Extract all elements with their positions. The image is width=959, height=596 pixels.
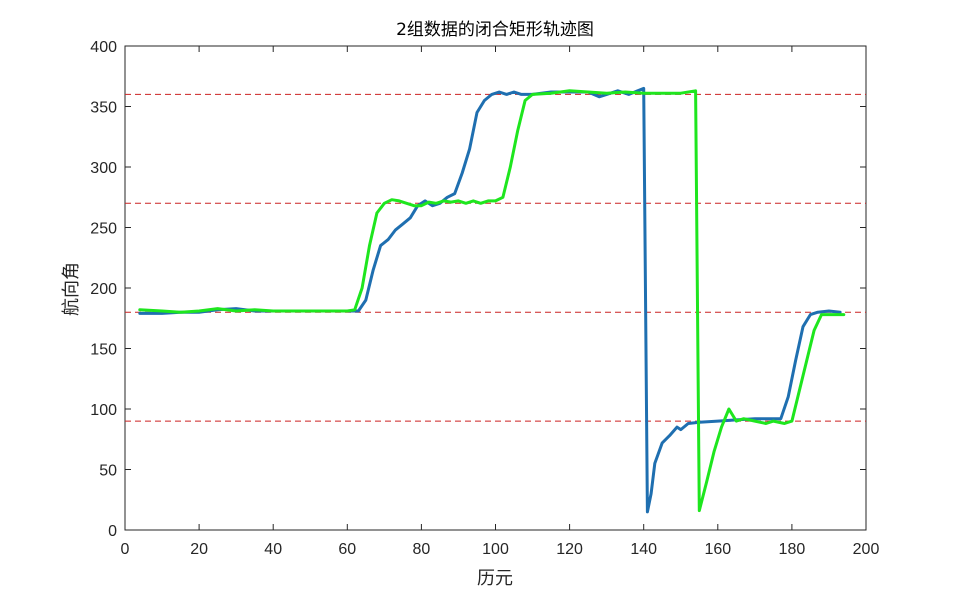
x-tick-label: 80: [413, 541, 431, 558]
x-tick-label: 20: [190, 541, 208, 558]
x-tick-label: 120: [556, 541, 583, 558]
x-tick-label: 100: [482, 541, 509, 558]
y-tick-label: 50: [99, 463, 117, 480]
x-tick-label: 140: [630, 541, 657, 558]
y-tick-label: 150: [90, 342, 117, 359]
x-tick-label: 160: [704, 541, 731, 558]
x-tick-label: 40: [264, 541, 282, 558]
x-tick-label: 180: [779, 541, 806, 558]
y-tick-label: 200: [90, 281, 117, 298]
x-axis-label: 历元: [477, 568, 513, 589]
x-tick-label: 60: [338, 541, 356, 558]
chart-title: 2组数据的闭合矩形轨迹图: [396, 20, 594, 40]
x-tick-label: 200: [853, 541, 880, 558]
y-tick-label: 350: [90, 100, 117, 117]
y-axis-label: 航向角: [61, 262, 82, 316]
y-tick-label: 400: [90, 39, 117, 56]
plot-frame: [124, 45, 867, 531]
series-line-2: [138, 89, 846, 513]
x-tick-label: 0: [121, 541, 130, 558]
y-tick-label: 300: [90, 160, 117, 177]
y-tick-label: 250: [90, 221, 117, 238]
plot-area: 0 20 40 60 80 100 120 140 160 180 200 0 50 100 150 200 2…: [90, 39, 879, 558]
y-tick-label: 0: [108, 523, 117, 540]
y-tick-label: 100: [90, 402, 117, 419]
